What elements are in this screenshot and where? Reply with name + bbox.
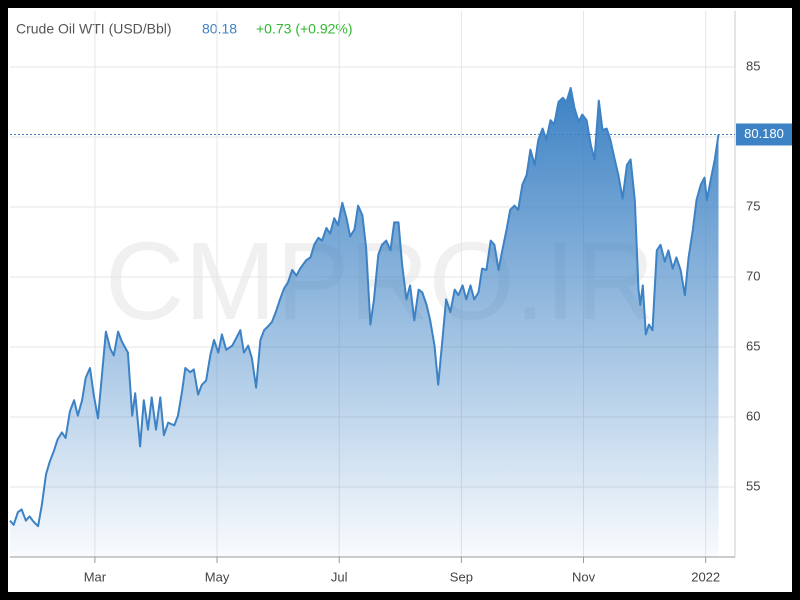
x-tick-label: Mar (84, 569, 107, 584)
price-change: +0.73 (+0.92%) (256, 21, 353, 37)
y-tick-label: 85 (746, 58, 760, 73)
x-tick-label: Jul (331, 569, 348, 584)
y-tick-label: 60 (746, 408, 760, 423)
y-tick-label: 75 (746, 198, 760, 213)
price-tag-label: 80.180 (744, 126, 784, 141)
x-tick-label: 2022 (691, 569, 720, 584)
price-tag (736, 123, 792, 146)
y-tick-label: 65 (746, 338, 760, 353)
y-tick-label: 55 (746, 478, 760, 493)
x-tick-label: May (205, 569, 230, 584)
last-value: 80.18 (202, 21, 237, 37)
y-tick-label: 70 (746, 268, 760, 283)
area (10, 88, 719, 557)
line (9, 87, 720, 528)
x-tick-label: Nov (572, 569, 596, 584)
chart-title: Crude Oil WTI (USD/Bbl) (16, 21, 172, 37)
x-tick-label: Sep (450, 569, 473, 584)
